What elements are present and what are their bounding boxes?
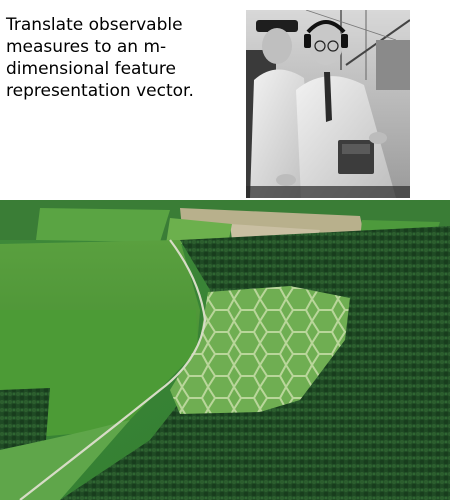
historic-photo <box>246 10 410 198</box>
aerial-landscape-photo <box>0 200 450 500</box>
caption-text: Translate observable measures to an m-di… <box>6 15 194 101</box>
